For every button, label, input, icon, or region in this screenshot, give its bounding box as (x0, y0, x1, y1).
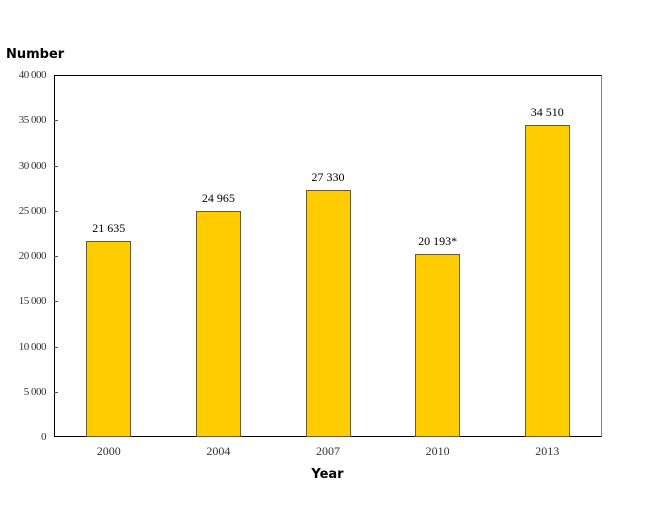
y-axis-title: Number (6, 47, 65, 62)
bar-2007 (305, 189, 351, 437)
y-tick-mark (54, 210, 58, 212)
y-tick-mark (54, 165, 58, 167)
x-tick-label: 2010 (425, 444, 450, 458)
y-tick-mark (54, 256, 58, 257)
y-tick-mark (54, 346, 58, 348)
y-tick-label: 20 000 (18, 250, 47, 262)
bar-2000 (86, 241, 132, 437)
bar-2013 (524, 124, 570, 437)
x-axis-title: Year (311, 467, 344, 482)
y-tick-mark (54, 120, 58, 122)
x-tick-label: 2004 (206, 444, 231, 458)
value-label: 20 193* (418, 234, 458, 249)
y-tick-label: 5 000 (23, 385, 47, 398)
y-tick-label: 0 (41, 431, 47, 443)
y-tick-mark (54, 301, 58, 303)
y-tick-label: 25 000 (18, 204, 47, 217)
bar-2010 (415, 254, 461, 437)
x-tick-label: 2007 (316, 444, 340, 458)
y-tick-label: 35 000 (18, 114, 47, 127)
value-label: 21 635 (92, 221, 126, 236)
y-tick-label: 40 000 (18, 69, 47, 81)
value-label: 24 965 (201, 191, 235, 206)
y-tick-label: 30 000 (18, 159, 47, 172)
y-tick-label: 15 000 (18, 295, 47, 308)
x-tick-label: 2013 (535, 444, 560, 458)
value-label: 27 330 (311, 169, 345, 184)
x-tick-label: 2000 (96, 444, 121, 458)
y-tick-mark (54, 391, 58, 393)
y-tick-label: 10 000 (18, 340, 47, 353)
value-label: 34 510 (530, 104, 564, 119)
bar-2004 (195, 211, 241, 437)
